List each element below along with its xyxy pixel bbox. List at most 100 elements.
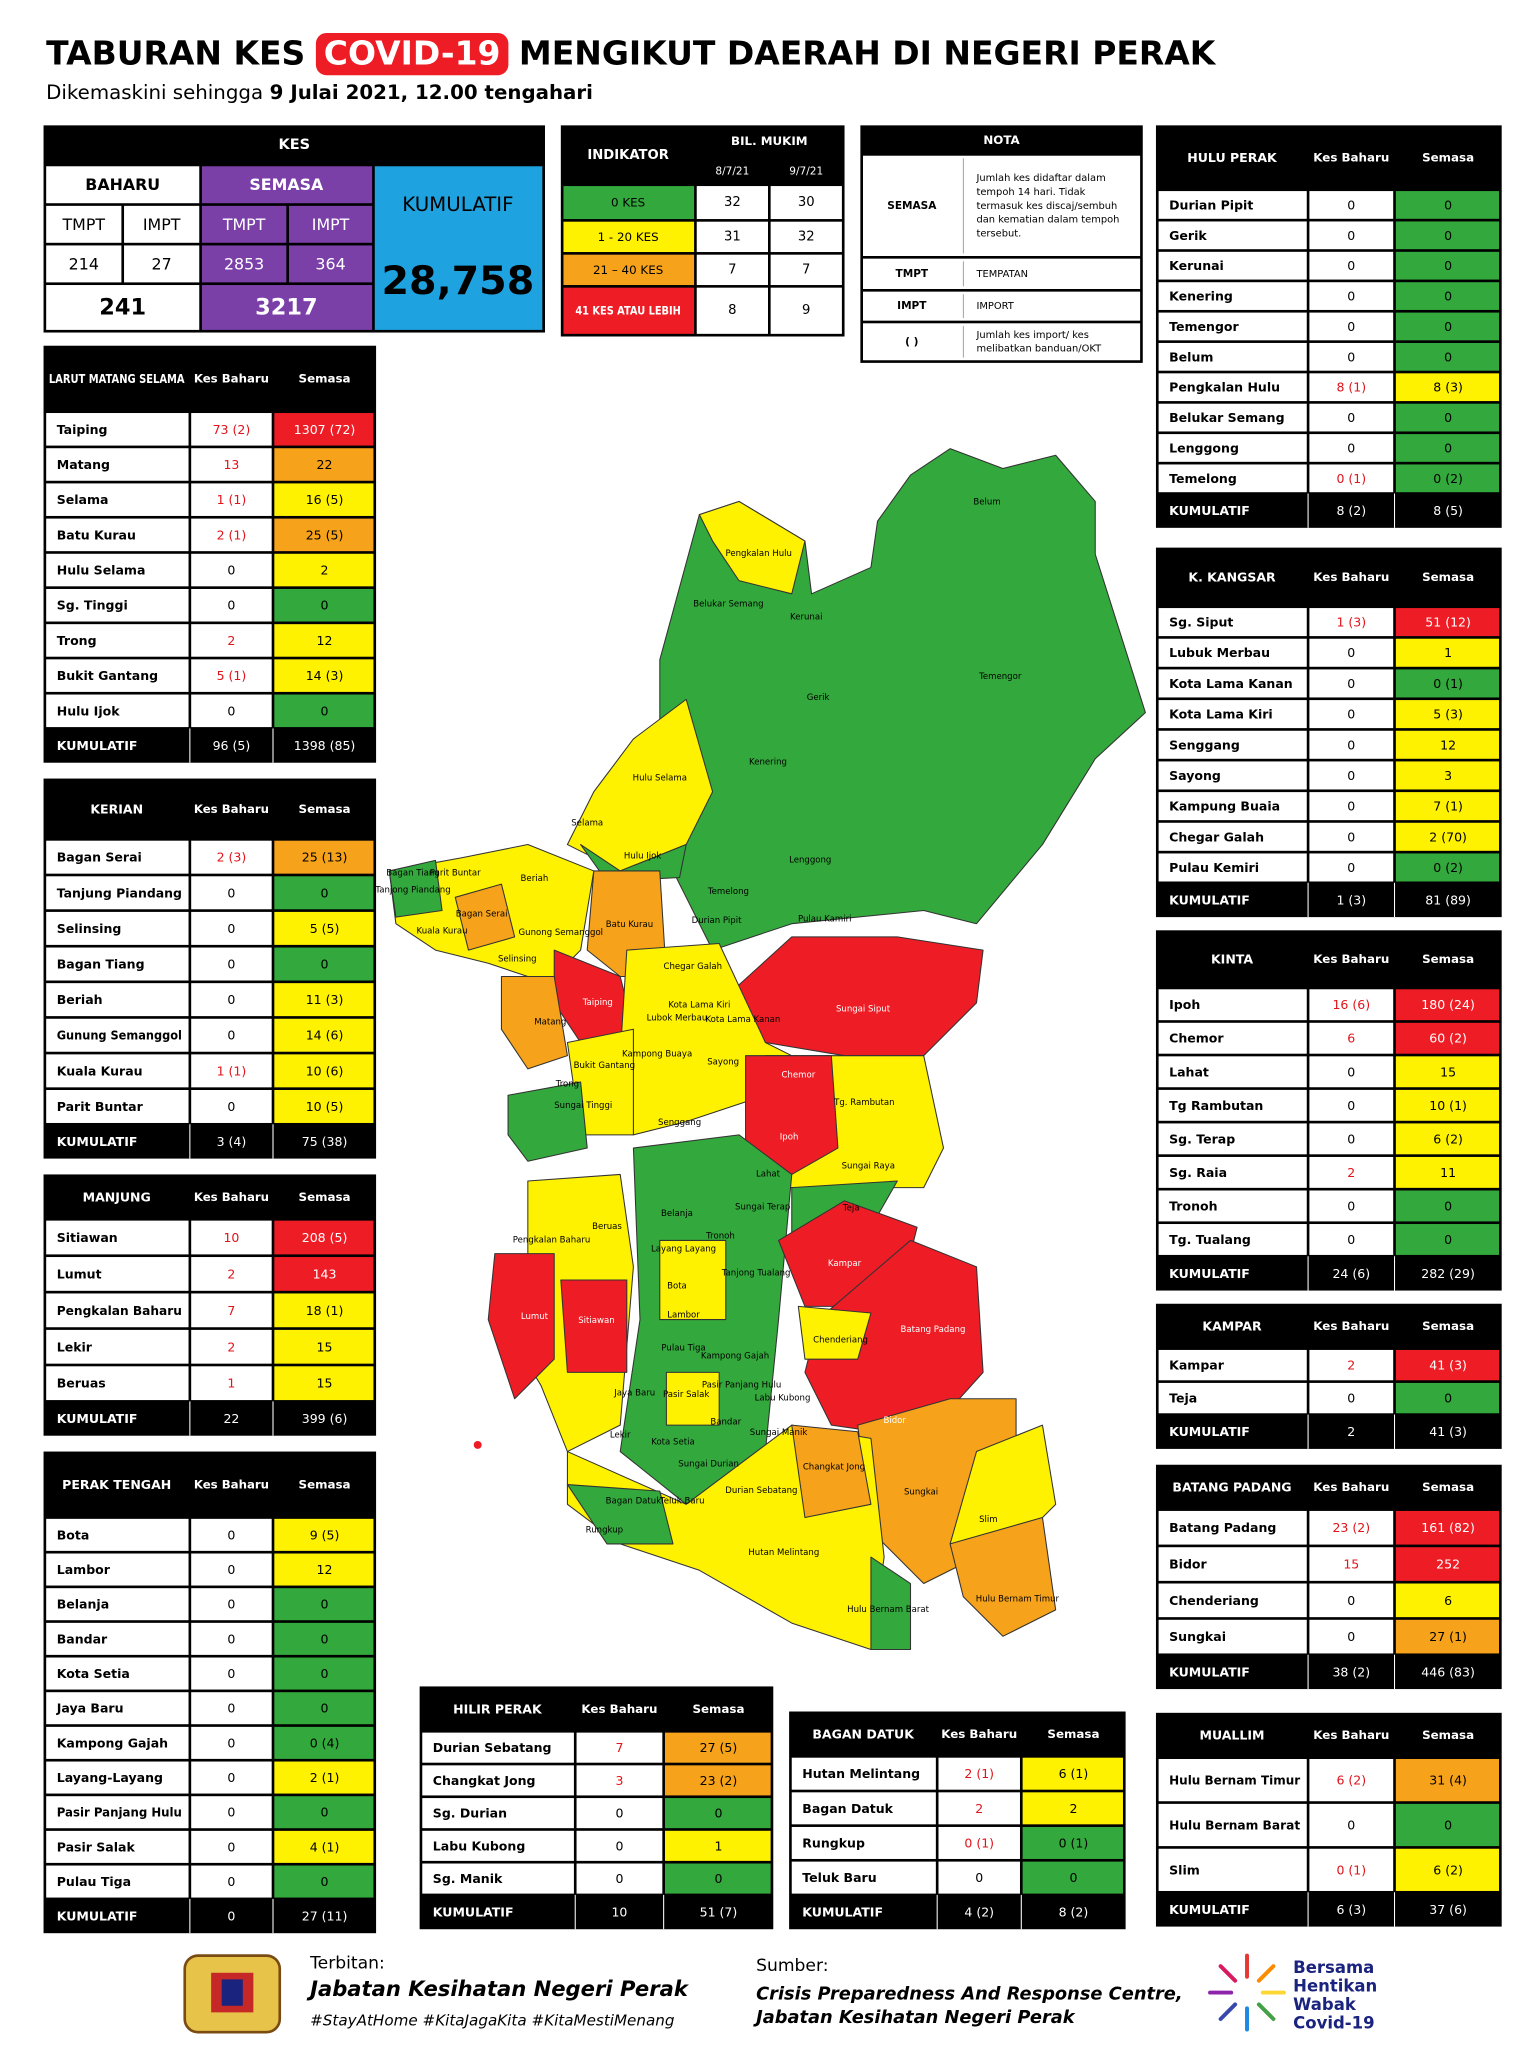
cell — [46, 1726, 189, 1759]
kes-semasa: 0 (1) — [1433, 676, 1463, 691]
total-semasa: 8 (5) — [1433, 503, 1463, 518]
row-name: Tg Rambutan — [1169, 1098, 1263, 1113]
label: INDIKATOR — [587, 148, 669, 163]
kes-semasa: 0 — [1444, 289, 1452, 304]
nota-key: ( ) — [905, 336, 918, 348]
label: 8/7/21 — [715, 166, 749, 178]
kes-baharu: 2 (3) — [217, 850, 247, 865]
cell — [1309, 761, 1394, 790]
row-name: Sungkai — [1169, 1629, 1226, 1644]
kes-semasa: 25 (5) — [306, 527, 344, 542]
kumulatif-cell — [374, 166, 543, 330]
column-header: Kes Baharu — [1313, 1480, 1389, 1494]
cell — [46, 1220, 189, 1255]
kes-semasa: 2 — [321, 563, 329, 578]
cell — [1158, 1848, 1307, 1891]
kes-semasa: 41 (3) — [1429, 1358, 1467, 1373]
cell — [46, 1518, 189, 1551]
indikator-value: 31 — [724, 229, 741, 244]
kes-semasa: 6 (2) — [1433, 1131, 1463, 1146]
row-name: Pulau Tiga — [57, 1874, 131, 1889]
kes-semasa: 23 (2) — [700, 1773, 738, 1788]
kes-semasa: 0 — [321, 1666, 329, 1681]
kes-baharu: 0 — [227, 921, 235, 936]
column-header: Semasa — [1047, 1727, 1099, 1741]
column-header: Kes Baharu — [941, 1727, 1017, 1741]
cell — [46, 694, 189, 728]
kes-baharu: 16 (6) — [1332, 997, 1370, 1012]
column-header: Kes Baharu — [194, 802, 269, 816]
cell — [938, 1757, 1020, 1790]
cell — [1309, 1089, 1394, 1121]
cell — [1158, 342, 1307, 371]
cell — [46, 1657, 189, 1690]
column-header: Semasa — [1422, 952, 1474, 966]
column-header: Semasa — [299, 372, 351, 386]
district-title: KAMPAR — [1202, 1319, 1262, 1334]
kes-baharu: 0 — [1347, 737, 1355, 752]
cell — [191, 1657, 272, 1690]
kes-baharu: 0 — [227, 1874, 235, 1889]
kes-baharu: 0 — [227, 1735, 235, 1750]
total-baharu: 6 (3) — [1336, 1902, 1366, 1917]
district-title: HULU PERAK — [1187, 150, 1278, 165]
logo-text: Bersama — [1293, 1958, 1374, 1977]
kes-baharu: 0 — [1347, 228, 1355, 243]
semasa-cell — [1395, 638, 1500, 667]
cell — [191, 1692, 272, 1725]
semasa-cell — [1395, 1156, 1500, 1188]
cell — [1158, 1224, 1307, 1255]
total-baharu: 1 (3) — [1336, 892, 1366, 907]
row-name: Sg. Raia — [1169, 1165, 1227, 1180]
kes-semasa: 0 — [321, 1805, 329, 1820]
kes-baharu: 5 (1) — [217, 668, 247, 683]
cell — [1309, 373, 1394, 402]
kes-baharu: 0 — [227, 885, 235, 900]
kes-semasa: 2 — [1069, 1801, 1077, 1816]
semasa-cell — [1395, 730, 1500, 759]
cell — [791, 1861, 936, 1894]
cell — [1309, 669, 1394, 698]
map-label: Sungai Terap — [735, 1202, 790, 1212]
cell — [191, 1518, 272, 1551]
total-semasa: 282 (29) — [1421, 1266, 1475, 1281]
cell — [938, 1861, 1020, 1894]
kes-semasa: 0 — [321, 957, 329, 972]
cell — [191, 1257, 272, 1291]
map-label: Matang — [534, 1018, 566, 1028]
kes-baharu: 13 — [223, 457, 239, 472]
kes-baharu: 10 — [223, 1230, 239, 1245]
total-label: KUMULATIF — [1169, 1424, 1250, 1439]
semasa-cell — [274, 1518, 374, 1551]
total-baharu: 24 (6) — [1332, 1266, 1370, 1281]
row-name: Kampar — [1169, 1358, 1225, 1373]
row-name: Chemor — [1169, 1031, 1224, 1046]
semasa-cell — [1022, 1861, 1123, 1894]
map-label: Tanjong Piandang — [374, 886, 450, 896]
row-name: Pengkalan Hulu — [1169, 380, 1280, 395]
kes-baharu: 2 — [1347, 1165, 1355, 1180]
kes-baharu: 0 — [1347, 1232, 1355, 1247]
kes-baharu: 23 (2) — [1332, 1520, 1370, 1535]
semasa-cell — [1395, 1224, 1500, 1255]
row-name: Beriah — [57, 992, 103, 1007]
map-label: Sitiawan — [578, 1316, 614, 1326]
kes-semasa: 0 — [1444, 440, 1452, 455]
semasa-cell — [1395, 669, 1500, 698]
row-name: Pasir Salak — [57, 1839, 136, 1854]
kes-baharu: 0 — [227, 1839, 235, 1854]
label: 28,758 — [382, 258, 535, 304]
semasa-cell — [664, 1732, 771, 1763]
semasa-cell — [1022, 1757, 1123, 1790]
cell — [422, 1798, 574, 1829]
cell — [191, 911, 272, 945]
logo-text: Hentikan — [1293, 1976, 1377, 1995]
kes-semasa: 7 (1) — [1433, 799, 1463, 814]
row-name: Ipoh — [1169, 997, 1200, 1012]
cell — [791, 1792, 936, 1825]
total-label: KUMULATIF — [1169, 1266, 1250, 1281]
kes-baharu: 2 — [227, 1266, 235, 1281]
kes-baharu: 2 — [227, 633, 235, 648]
kes-semasa: 0 — [714, 1806, 722, 1821]
